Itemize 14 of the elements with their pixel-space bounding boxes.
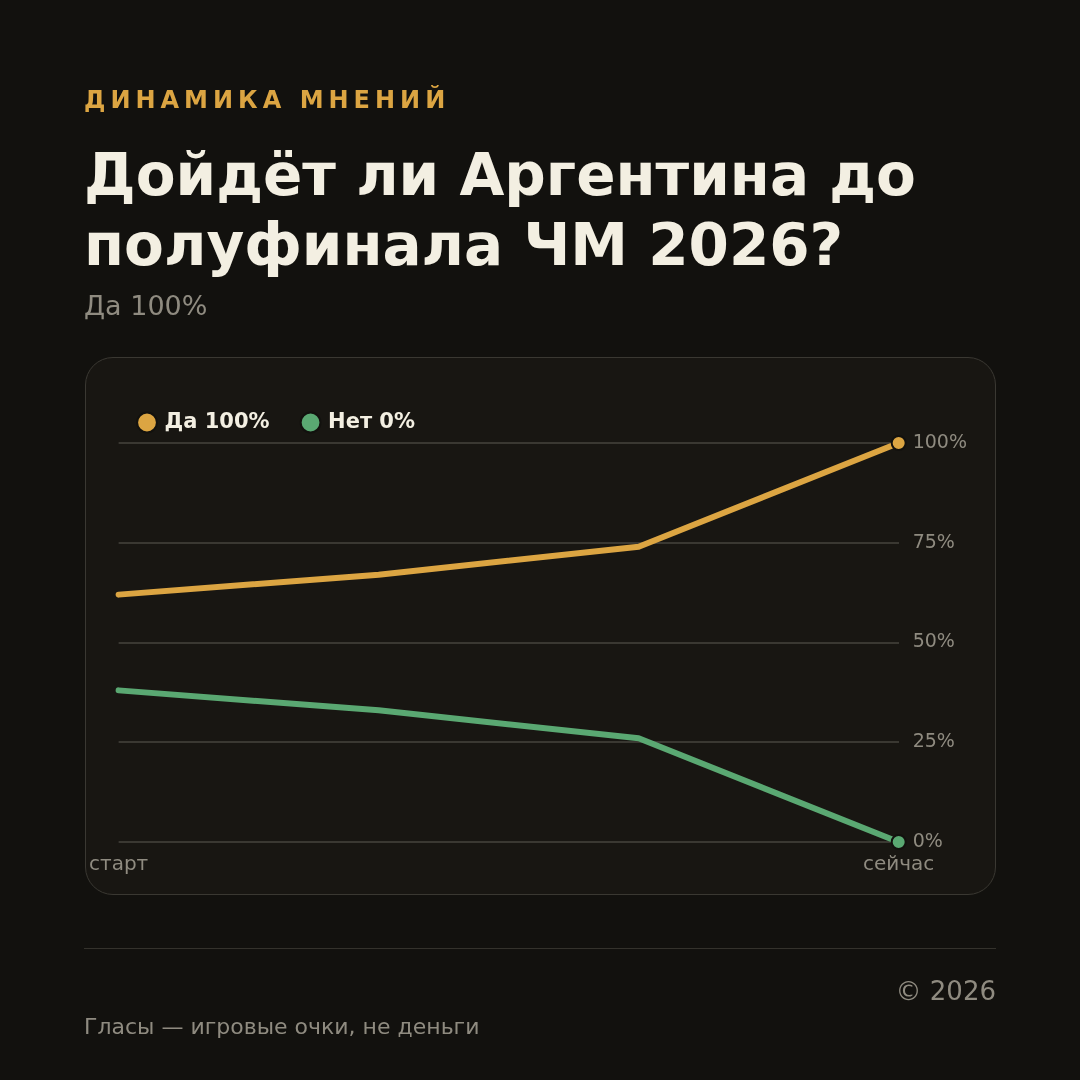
x-tick-label: сейчас	[862, 851, 935, 876]
text: Гласы — игровые очки, не деньги	[84, 1014, 480, 1039]
y-tick-label: 0%	[912, 828, 943, 851]
text: ДИНАМИКА МНЕНИЙ	[84, 86, 451, 114]
y-tick-label: 50%	[912, 629, 955, 652]
legend-label: Да 100%	[164, 408, 270, 433]
y-tick-label: 75%	[912, 529, 955, 552]
text: © 2026	[895, 976, 996, 1006]
y-tick-label: 25%	[912, 729, 955, 752]
chart-title: Дойдёт ли Аргентина до полуфинала ЧМ 2026?	[84, 140, 917, 280]
x-tick-label: старт	[89, 851, 149, 876]
y-tick-label: 100%	[912, 429, 968, 452]
chart-subtitle: Да 100%	[84, 290, 208, 321]
legend-label: Нет 0%	[328, 408, 416, 433]
